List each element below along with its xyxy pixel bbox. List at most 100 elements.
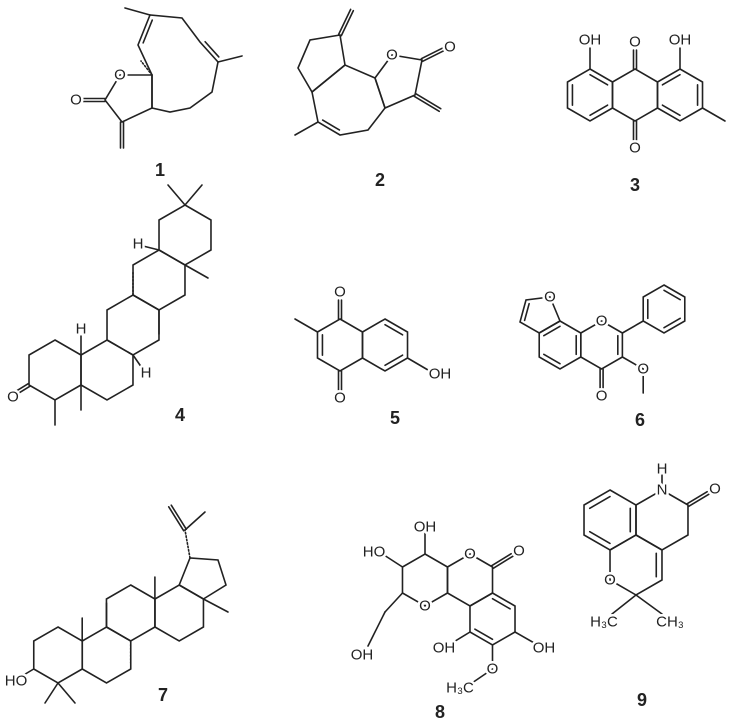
bond <box>340 9 355 37</box>
atom-label: OH <box>429 366 452 383</box>
ring <box>178 557 227 600</box>
atom-label: OH <box>533 640 556 657</box>
atom-label: OH <box>579 32 602 49</box>
atom-label: CH₃ <box>656 614 684 631</box>
atom-label: H₃C <box>446 680 474 697</box>
ring <box>519 296 562 334</box>
bond <box>514 631 537 645</box>
bond <box>701 107 726 122</box>
bond <box>204 40 220 58</box>
atom-label: H₃C <box>590 614 618 631</box>
bond <box>184 511 206 531</box>
bond <box>663 289 682 301</box>
bond <box>142 19 154 44</box>
bond <box>474 628 494 641</box>
atom-label: O <box>487 661 499 678</box>
bond <box>663 317 682 329</box>
bond <box>294 121 319 136</box>
atom-label: H <box>76 321 87 338</box>
bond <box>413 95 441 113</box>
bond <box>294 318 319 333</box>
atom-label: O <box>629 140 641 157</box>
ring <box>642 284 686 334</box>
bond <box>611 594 637 615</box>
bond <box>202 598 229 613</box>
bond <box>621 356 645 370</box>
bond <box>167 505 185 532</box>
atom-label: O <box>596 313 608 330</box>
atom-label: O <box>629 34 641 51</box>
bond <box>588 530 611 545</box>
atom-label: N <box>657 482 668 499</box>
atom-label: O <box>604 572 616 589</box>
atom-label: O <box>444 39 456 56</box>
bond <box>384 323 404 336</box>
bond <box>384 592 404 613</box>
bond <box>21 668 35 677</box>
bond <box>367 611 386 647</box>
compound-number: 3 <box>630 175 640 195</box>
bond <box>383 554 404 568</box>
bond <box>687 493 710 508</box>
bond <box>542 325 561 337</box>
ring <box>297 34 346 94</box>
bond <box>217 55 243 63</box>
atom-label: O <box>464 546 476 563</box>
bond <box>686 490 709 505</box>
atom-label: H <box>657 461 668 478</box>
bond <box>44 682 59 704</box>
bond <box>588 495 611 510</box>
atom-label: O <box>70 92 82 109</box>
bond <box>170 504 188 531</box>
atom-label: OH <box>433 640 456 657</box>
atom-label: HO <box>363 544 386 561</box>
compound-number: 1 <box>155 160 165 180</box>
bond <box>471 668 494 684</box>
bond <box>140 60 153 76</box>
bond <box>492 555 514 570</box>
atom-label: O <box>334 284 346 301</box>
bond <box>621 320 645 334</box>
bond <box>142 245 160 251</box>
atom-label: O <box>544 289 556 306</box>
compound-number: 2 <box>375 170 385 190</box>
bond <box>589 73 609 86</box>
atom-label: O <box>637 361 649 378</box>
bond <box>321 119 341 131</box>
compound-number: 4 <box>175 405 185 425</box>
ring <box>374 54 423 110</box>
bond <box>167 184 186 206</box>
bond <box>414 92 442 110</box>
bond <box>661 104 681 117</box>
bond <box>490 552 513 567</box>
bond <box>184 184 203 206</box>
atom-label: OH <box>414 519 437 536</box>
compound-number: 5 <box>390 408 400 428</box>
ring <box>104 74 153 123</box>
bond <box>15 385 31 396</box>
ring <box>361 318 409 372</box>
bonds <box>14 7 726 704</box>
bond <box>542 353 561 365</box>
atom-label: O <box>7 389 19 406</box>
bond <box>420 45 447 60</box>
atom-label: H <box>141 365 152 382</box>
atom-label: HO <box>5 673 28 690</box>
bond <box>661 73 681 86</box>
bond <box>635 594 663 615</box>
bond <box>124 7 151 16</box>
compound-number: 7 <box>158 685 168 705</box>
bond <box>384 354 404 367</box>
atom-label: OH <box>351 647 374 664</box>
ring <box>656 68 704 122</box>
bond <box>406 357 429 371</box>
bond <box>184 529 191 559</box>
atom-label: O <box>334 390 346 407</box>
atom-label: O <box>114 67 126 84</box>
atom-label: O <box>596 388 608 405</box>
compound-number: 9 <box>637 690 647 710</box>
bond <box>523 302 530 322</box>
bond <box>589 104 609 117</box>
atom-label: OH <box>669 32 692 49</box>
